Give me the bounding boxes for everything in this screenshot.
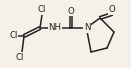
Text: Cl: Cl [16, 52, 24, 61]
Text: NH: NH [48, 24, 61, 33]
Text: Cl: Cl [9, 31, 17, 41]
Text: O: O [68, 7, 74, 16]
Text: Cl: Cl [38, 6, 46, 14]
Text: N: N [84, 24, 90, 33]
Text: O: O [109, 6, 115, 14]
